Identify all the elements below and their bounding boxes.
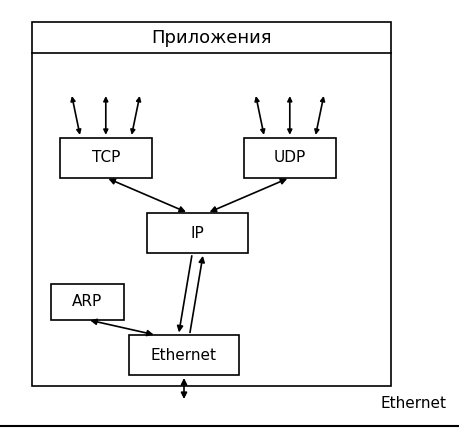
Text: TCP: TCP (91, 150, 120, 165)
Bar (32, 22, 390, 386)
Bar (50, 284, 124, 320)
Text: Ethernet: Ethernet (380, 396, 445, 411)
Text: UDP: UDP (273, 150, 305, 165)
Bar (129, 335, 239, 375)
Text: Приложения: Приложения (151, 29, 271, 47)
Bar (147, 213, 248, 253)
Text: Ethernet: Ethernet (151, 348, 217, 363)
Text: IP: IP (190, 226, 204, 241)
Text: ARP: ARP (72, 294, 102, 309)
Bar (243, 138, 335, 178)
Bar (60, 138, 151, 178)
